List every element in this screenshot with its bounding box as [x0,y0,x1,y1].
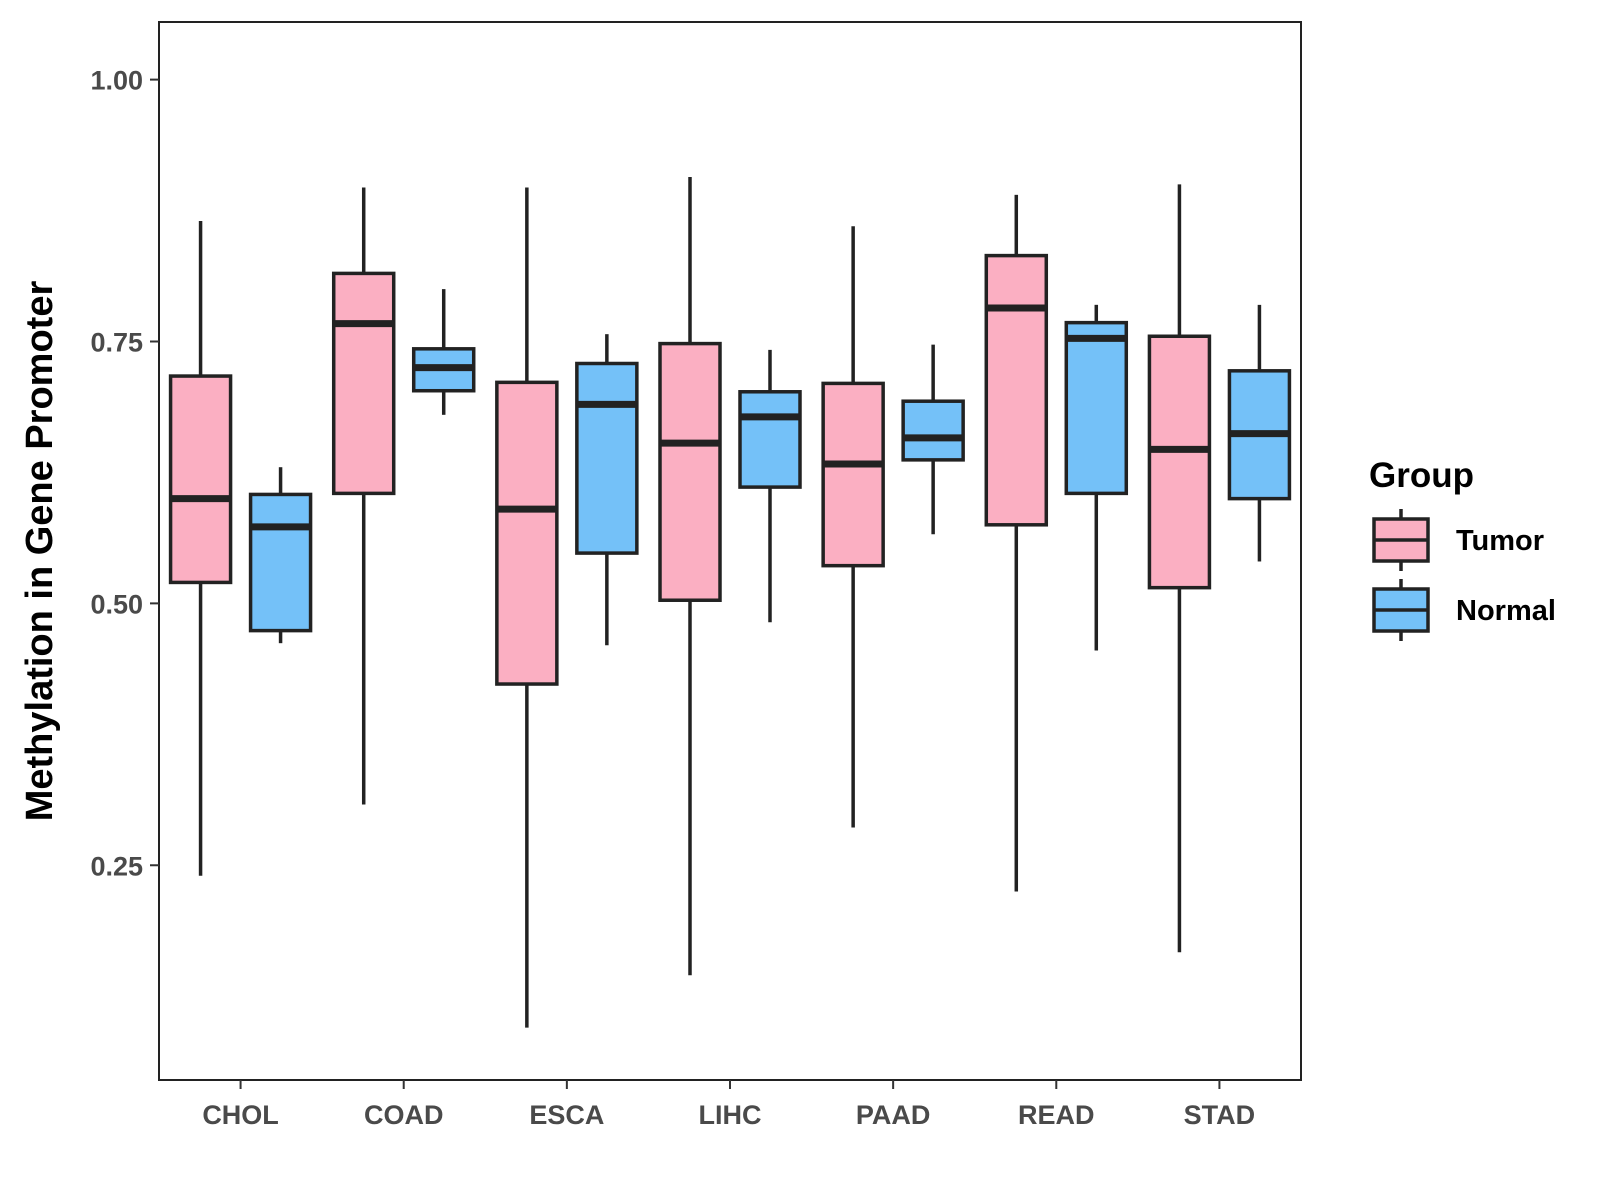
legend-key-normal [1372,579,1430,641]
box-tumor-chol [168,221,233,876]
y-tick-label: 0.50 [90,589,143,619]
x-tick-label: READ [1018,1100,1095,1130]
box-tumor-coad [331,187,396,805]
box-iqr [168,374,233,585]
box-tumor-esca [495,187,559,1028]
x-tick-label: PAAD [856,1100,931,1130]
y-tick-label: 0.75 [90,327,143,357]
y-tick-label: 1.00 [90,66,143,96]
x-tick-label: ESCA [529,1100,604,1130]
legend-label-normal: Normal [1456,595,1556,627]
legend-key-tumor [1372,509,1430,571]
box-normal-esca [575,334,639,646]
box-iqr [1147,334,1212,590]
box-tumor-paad [821,226,885,828]
box-normal-stad [1227,304,1292,562]
box-iqr [658,341,722,602]
box-tumor-stad [1147,184,1212,953]
x-tick-label: COAD [364,1100,444,1130]
x-tick-label: STAD [1184,1100,1256,1130]
legend-label-tumor: Tumor [1456,525,1544,557]
y-axis: 0.25 0.50 0.75 1.00 [90,66,159,881]
box-tumor-read [984,194,1049,892]
box-iqr [821,381,885,568]
legend-title: Group [1369,456,1474,495]
box-iqr [575,361,639,555]
box-normal-paad [901,344,965,535]
legend: Group Tumor Normal [1369,456,1556,641]
x-tick-label: CHOL [202,1100,279,1130]
box-iqr [248,492,313,633]
box-iqr [1064,320,1129,496]
box-normal-chol [248,467,313,644]
y-tick-label: 0.25 [90,851,143,881]
box-normal-read [1064,304,1129,651]
box-iqr [901,399,965,462]
box-iqr [331,271,396,496]
box-normal-lihc [738,349,802,623]
box-iqr [495,380,559,686]
box-tumor-lihc [658,177,722,976]
x-axis: CHOL COAD ESCA LIHC PAAD READ STAD [202,1080,1255,1130]
box-normal-coad [411,289,476,415]
x-tick-label: LIHC [699,1100,762,1130]
box-iqr [738,390,802,489]
y-axis-title: Methylation in Gene Promoter [19,281,61,822]
box-iqr [984,253,1049,527]
box-series-group [168,177,1292,1028]
